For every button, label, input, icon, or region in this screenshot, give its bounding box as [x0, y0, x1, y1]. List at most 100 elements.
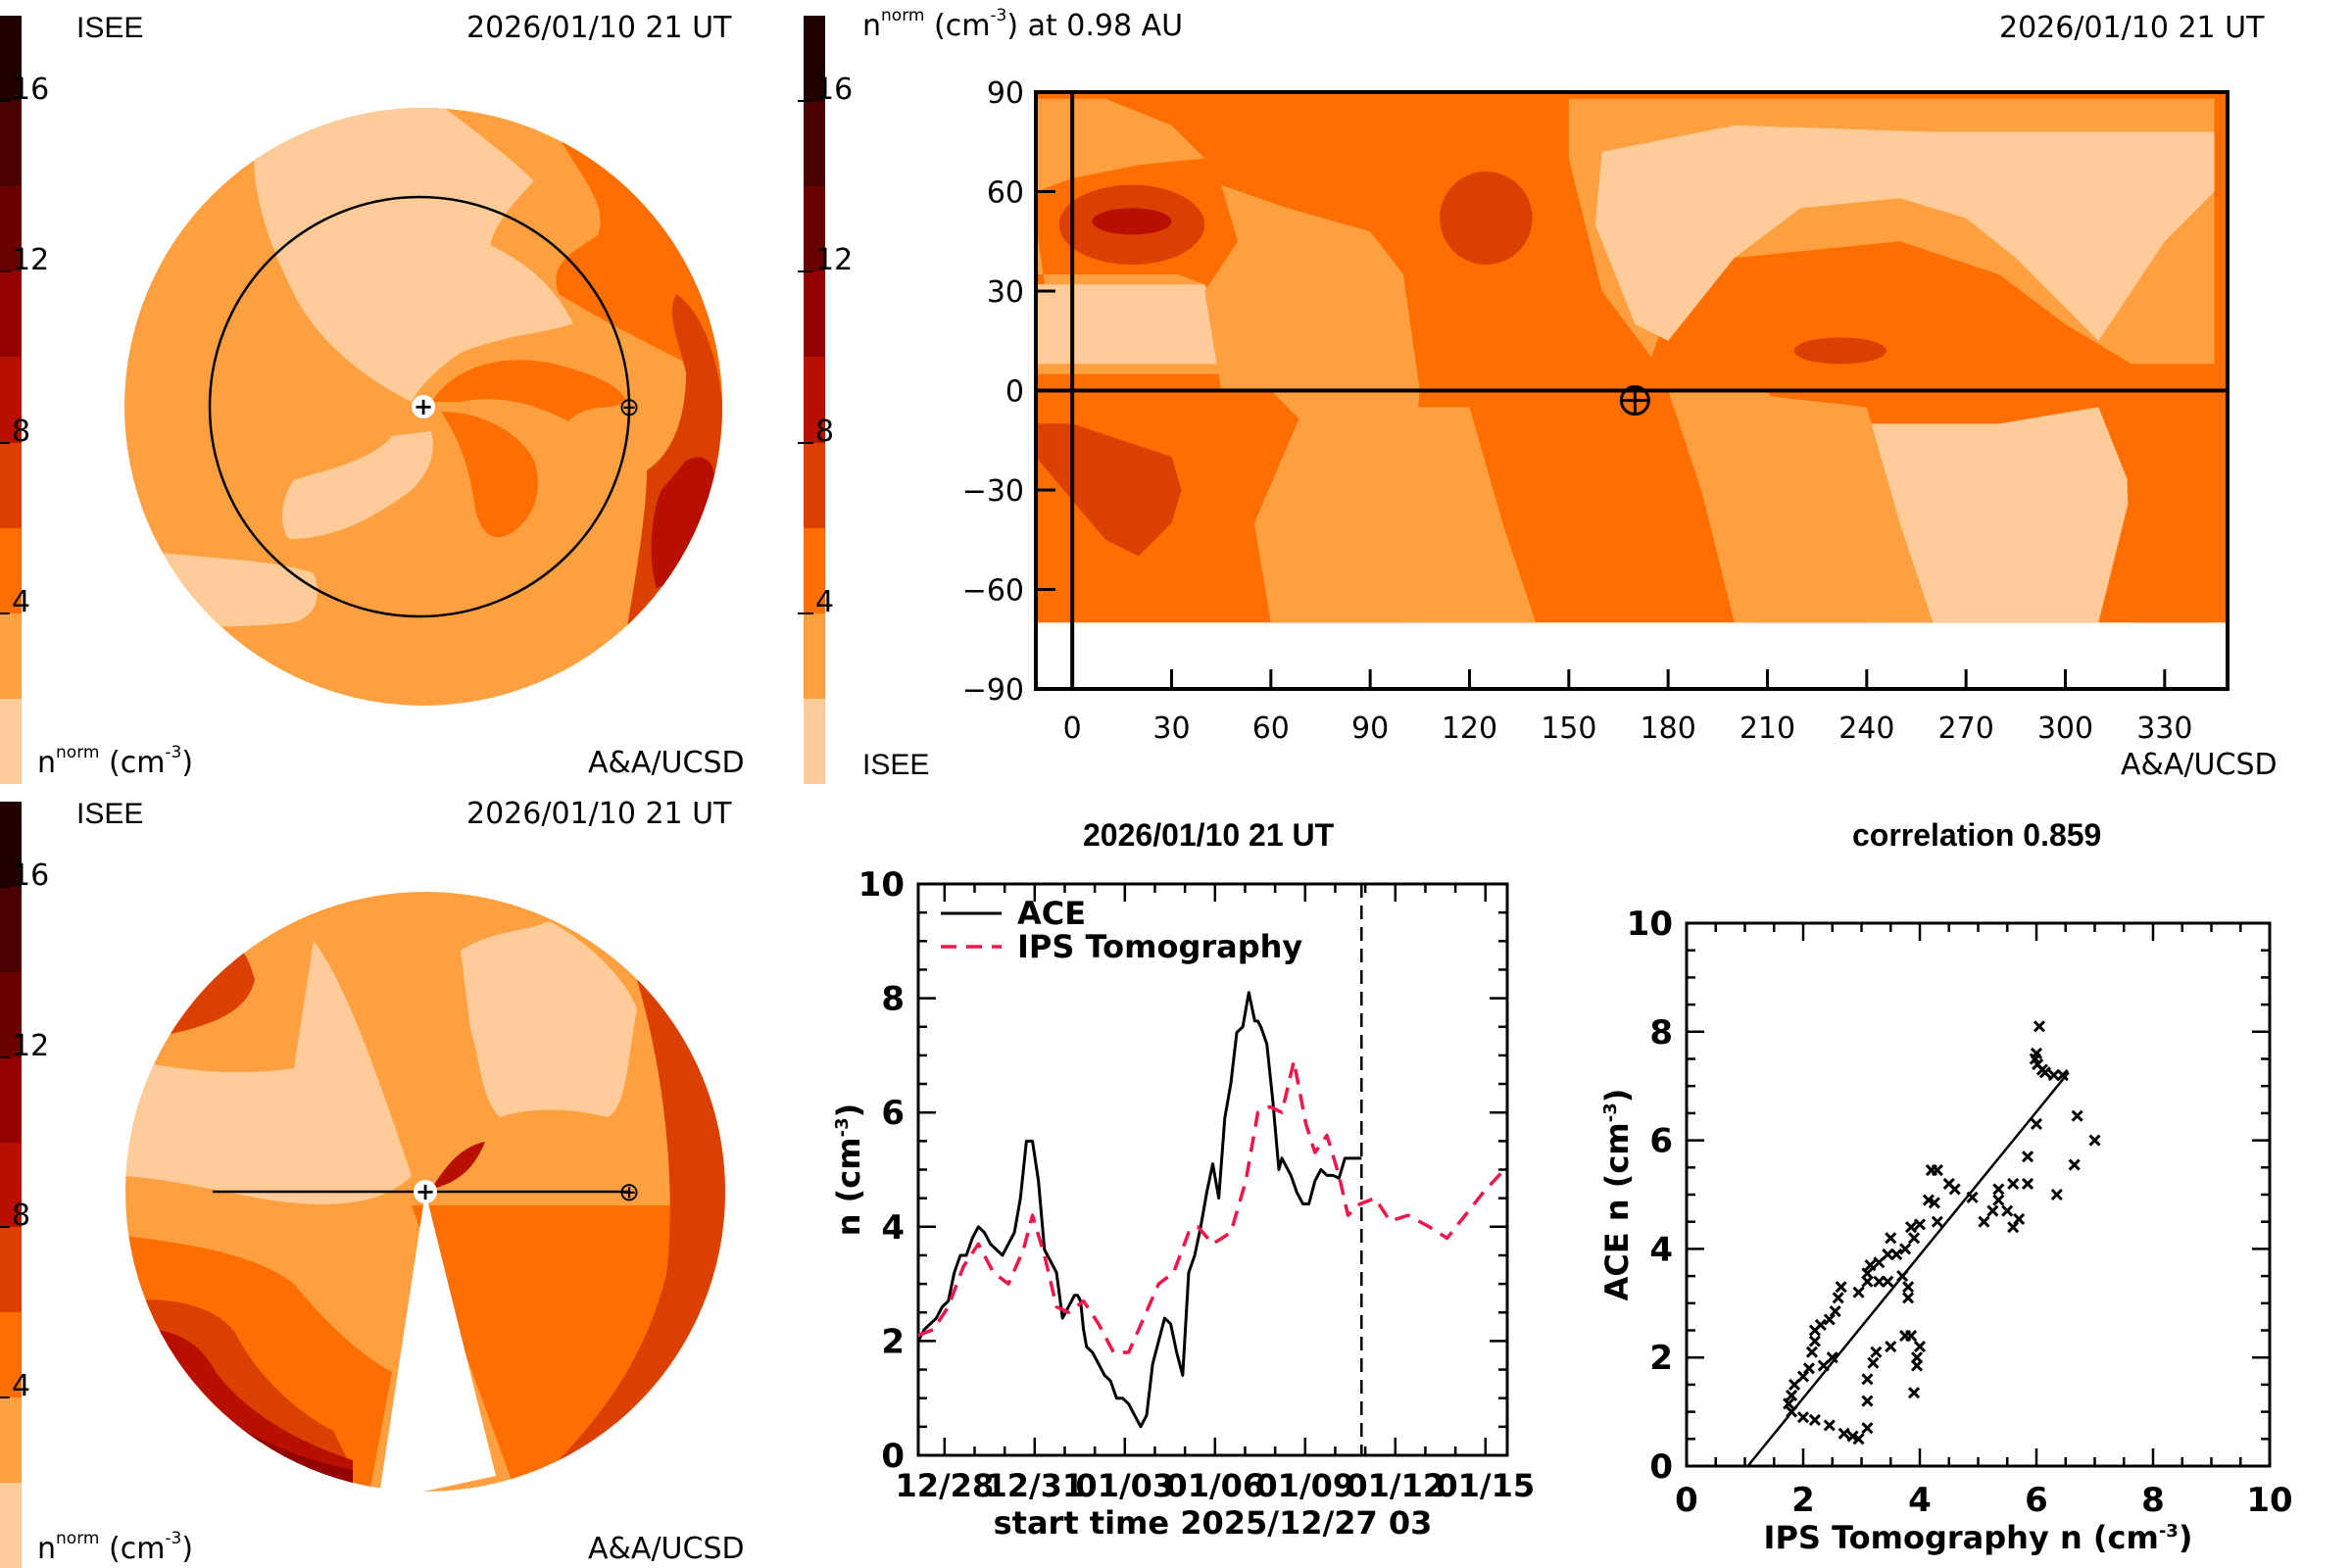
scatter-point [1885, 1232, 1897, 1245]
scatter-point-stroke [1846, 1430, 1859, 1443]
contour-low-density [254, 108, 573, 402]
scatter-point-stroke [1907, 1387, 1921, 1399]
scatter-point [2022, 1177, 2034, 1190]
sun-icon: + [416, 1178, 435, 1205]
colorbar-tick-label: 12 [815, 243, 854, 278]
scatter-point-stroke [1907, 1232, 1921, 1245]
scatter-point [1902, 1292, 1915, 1304]
data-gap-wedge [378, 1192, 496, 1501]
scatter-point [1905, 1221, 1918, 1234]
scatter-point-stroke [1832, 1292, 1844, 1304]
y-axis-label-exp: -3 [1600, 1102, 1621, 1122]
scatter-point [1992, 1183, 2005, 1196]
colorbar-tick-label: 8 [12, 1199, 31, 1234]
colorbar-unit-label: nnorm (cm-3) [37, 745, 193, 780]
scatter-point [2068, 1158, 2081, 1171]
scatter-point-stroke [1902, 1281, 1915, 1294]
x-tick-label: 270 [1938, 711, 1994, 746]
scatter-point-stroke [1817, 1359, 1830, 1372]
x-tick-label: 01/09 [1255, 1467, 1354, 1504]
scatter-point-stroke [1873, 1256, 1886, 1269]
scatter-point [1808, 1413, 1821, 1426]
colorbar-tick-label: 4 [815, 584, 835, 619]
y-tick-label: 8 [1649, 1013, 1673, 1053]
scatter-point [1861, 1422, 1874, 1435]
scatter-point [2007, 1177, 2020, 1190]
scatter-point-stroke [2022, 1151, 2034, 1163]
unit-close: ) [181, 1532, 194, 1566]
colorbar-band [0, 16, 22, 102]
colorbar-band [0, 186, 22, 272]
scatter-point-stroke [1808, 1324, 1821, 1337]
colorbar-tick [0, 612, 10, 614]
scatter-point-stroke [1885, 1341, 1897, 1353]
colorbar-band [804, 101, 825, 187]
x-tick-label: 6 [2025, 1481, 2048, 1520]
x-tick-label: 8 [2141, 1481, 2165, 1520]
scatter-point [1864, 1258, 1877, 1272]
datetime-label-bottom: 2026/01/10 21 UT [466, 797, 732, 831]
colorbar-band [804, 527, 825, 613]
scatter-point [1942, 1177, 1955, 1190]
x-tick-label: 240 [1838, 711, 1894, 746]
scatter-point-stroke [1925, 1164, 1937, 1177]
legend-ace-label: ACE [1017, 895, 1086, 932]
scatter-point-stroke [2001, 1204, 2014, 1217]
colorbar-band [0, 1312, 22, 1398]
x-tick-label: 12/28 [895, 1467, 994, 1504]
x-tick-label: 01/12 [1346, 1467, 1445, 1504]
scatter-point-stroke [1902, 1292, 1915, 1304]
contour-group [1036, 92, 2228, 623]
scatter-point-stroke [1986, 1204, 1999, 1217]
unit-n: n [37, 1532, 57, 1566]
x-axis-label-close: ) [2179, 1519, 2193, 1556]
sun-icon: + [414, 393, 433, 420]
scatter-point [1882, 1248, 1894, 1261]
scatter-point-stroke [1867, 1356, 1880, 1369]
scatter-point-stroke [1896, 1270, 1909, 1283]
credit-label-bottom: A&A/UCSD [588, 1532, 745, 1566]
scatter-point [1890, 1248, 1903, 1261]
colorbar-band [0, 1397, 22, 1483]
scatter-point [2033, 1020, 2046, 1033]
scatter-point-stroke [2007, 1177, 2020, 1190]
scatter-point [1802, 1362, 1816, 1375]
colorbar-band [0, 886, 22, 972]
colorbar-tick [798, 612, 813, 614]
contour-low-density [282, 431, 433, 539]
scatter-point-stroke [2013, 1212, 2026, 1225]
map-title: nnorm (cm-3) at 0.98 AU [862, 8, 1183, 41]
map-credit-label: A&A/UCSD [2121, 748, 2278, 782]
scatter-point [1882, 1275, 1894, 1288]
contour-peak-density [651, 457, 716, 588]
scatter-point [2047, 1069, 2060, 1082]
scatter-point [1925, 1164, 1937, 1177]
colorbar-tick [0, 885, 10, 888]
colorbar-tick-label: 16 [12, 73, 50, 108]
contour-peak [1092, 208, 1172, 235]
scatter-title: correlation 0.859 [1852, 817, 2102, 853]
scatter-point [1907, 1232, 1921, 1245]
scatter-point-stroke [1808, 1413, 1821, 1426]
unit-n: n [37, 746, 57, 780]
scatter-point [1788, 1378, 1801, 1391]
scatter-point-stroke [1978, 1215, 1990, 1228]
y-axis-label: n (cm-3) [830, 1103, 867, 1236]
scatter-point-stroke [1948, 1183, 1961, 1196]
scatter-point [1885, 1341, 1897, 1353]
scatter-point-stroke [2088, 1134, 2101, 1147]
colorbar-tick [798, 270, 813, 273]
colorbar-band [0, 1227, 22, 1313]
scatter-point [1796, 1411, 1810, 1424]
scatter-point [1826, 1351, 1838, 1364]
colorbar-band [0, 357, 22, 443]
scatter-point-stroke [1870, 1346, 1883, 1358]
y-tick-label: 8 [881, 980, 905, 1019]
y-tick-label: 6 [881, 1094, 905, 1133]
earth-icon: ⊕ [618, 1178, 640, 1207]
scatter-point [1913, 1218, 1927, 1231]
contour-moderate [1253, 407, 1537, 623]
colorbar-top-left [0, 16, 22, 784]
x-tick-label: 2 [1791, 1481, 1815, 1520]
